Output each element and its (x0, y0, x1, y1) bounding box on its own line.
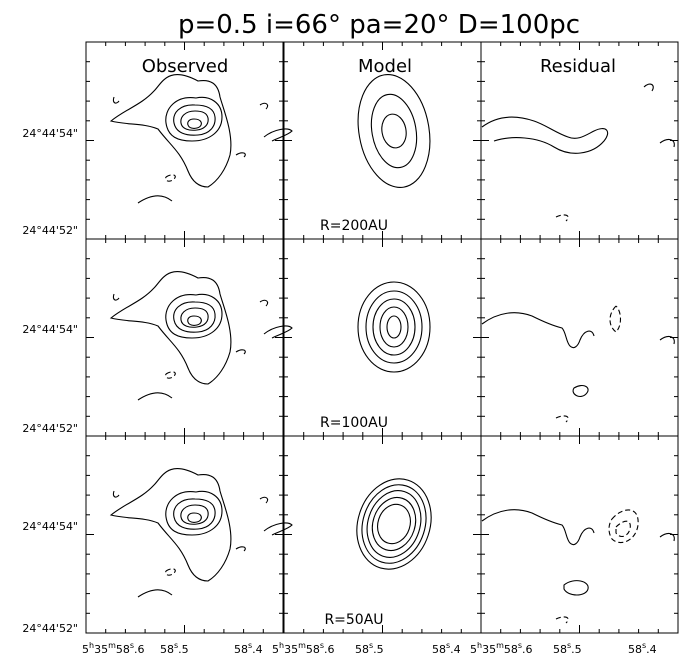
observed-contour-r1-2 (165, 96, 223, 142)
observed-contour-extra-r3-2 (259, 496, 269, 504)
residual-contour-r2-3 (659, 335, 675, 345)
observed-contour-extra-r1-5 (165, 174, 176, 182)
model-contour-r2-5 (386, 315, 402, 339)
observed-contour-r3-2 (165, 490, 223, 536)
contour-layer (109, 73, 675, 624)
observed-contour-r3-3 (173, 498, 216, 530)
panel-frame-r3-c3 (480, 435, 679, 634)
observed-contour-extra-r2-5 (165, 371, 176, 379)
model-contour-r3-4 (371, 496, 417, 552)
x-tick-label-col1-585: 58s.5 (160, 641, 189, 656)
y-tick-label-row2-52: 24°44'52" (22, 422, 78, 435)
observed-contour-extra-r2-1 (112, 293, 120, 301)
x-tick-label-col1-586: 5h35m58s.6 (82, 641, 145, 656)
observed-contour-extra-r1-2 (259, 102, 269, 110)
panel-frame-r3-c2 (283, 435, 482, 634)
residual-contour-r1-3 (659, 138, 675, 148)
x-tick-label-col3-586: 5h35m58s.6 (470, 641, 533, 656)
residual-contour-r3-4 (659, 532, 675, 542)
model-contour-r1-1 (357, 73, 431, 189)
model-contour-r1-2 (370, 93, 418, 169)
observed-contour-r3-4 (180, 504, 209, 525)
observed-contour-extra-r2-2 (259, 299, 269, 307)
residual-contour-r3-3 (615, 520, 631, 538)
observed-contour-extra-r2-3 (263, 325, 293, 339)
residual-contour-r3-1 (481, 509, 595, 546)
observed-contour-extra-r3-1 (112, 490, 120, 498)
model-contour-r2-3 (372, 298, 416, 356)
observed-contour-r3-1 (109, 468, 232, 582)
residual-contour-r3-2 (608, 509, 639, 543)
observed-contour-r2-3 (173, 301, 216, 333)
observed-contours-r3 (109, 468, 293, 598)
observed-contour-r2-5 (187, 315, 202, 326)
y-tick-label-row3-52: 24°44'52" (22, 622, 78, 635)
model-contours-r3 (356, 478, 432, 570)
observed-contour-extra-r3-4 (235, 546, 246, 552)
residual-contour-r2-2 (609, 305, 622, 333)
column-label-residual: Residual (540, 56, 616, 77)
observed-contour-extra-r2-4 (235, 349, 246, 355)
residual-contours-r1 (481, 83, 675, 222)
model-contour-r3-3 (366, 490, 422, 558)
x-tick-label-col3-584: 58s.4 (628, 641, 657, 656)
observed-contours-r1 (109, 74, 293, 204)
panel-frame-r2-c3 (480, 238, 679, 437)
model-contour-r2-1 (357, 281, 431, 373)
x-tick-label-col2-584: 58s.4 (432, 641, 461, 656)
model-radius-label-row3: R=50AU (324, 612, 383, 628)
residual-contours-r2 (481, 305, 675, 423)
observed-contour-extra-r1-4 (235, 152, 246, 158)
figure-title: p=0.5 i=66° pa=20° D=100pc (178, 10, 580, 40)
model-radius-label-row1: R=200AU (320, 218, 388, 234)
x-tick-label-col2-586: 5h35m58s.6 (272, 641, 335, 656)
residual-contours-r3 (481, 509, 675, 624)
residual-contour-r2-4 (572, 385, 589, 397)
residual-contour-r2-5 (555, 415, 569, 423)
observed-contour-extra-r2-6 (137, 392, 173, 401)
residual-contour-r1-4 (555, 214, 569, 222)
observed-contour-extra-r1-6 (137, 195, 173, 204)
axis-ticks (86, 42, 678, 633)
model-contours-r2 (357, 281, 431, 373)
model-contour-r2-2 (365, 290, 423, 364)
model-radius-label-row2: R=100AU (320, 415, 388, 431)
observed-contour-r3-5 (187, 512, 202, 523)
x-tick-label-col1-584: 58s.4 (234, 641, 263, 656)
model-contour-r3-2 (361, 484, 427, 564)
y-tick-label-row3-54: 24°44'54" (22, 520, 78, 533)
model-contours-r1 (357, 73, 431, 189)
model-contour-r3-1 (356, 478, 432, 570)
observed-contour-extra-r1-3 (263, 128, 293, 142)
y-tick-label-row2-54: 24°44'54" (22, 323, 78, 336)
residual-contour-r3-5 (563, 580, 589, 596)
observed-contour-extra-r3-5 (165, 568, 176, 576)
y-tick-label-row1-54: 24°44'54" (22, 127, 78, 140)
column-label-model: Model (358, 56, 412, 77)
model-contour-r2-4 (379, 306, 409, 348)
observed-contour-r1-3 (173, 104, 216, 136)
observed-contour-r1-1 (109, 74, 232, 188)
residual-contour-r2-1 (481, 312, 595, 349)
x-tick-label-col3-585: 58s.5 (553, 641, 582, 656)
observed-contour-r1-5 (187, 118, 202, 129)
column-label-observed: Observed (142, 56, 229, 77)
observed-contour-r1-4 (180, 110, 209, 131)
observed-contour-extra-r1-1 (112, 96, 120, 104)
observed-contour-r2-1 (109, 271, 232, 385)
observed-contours-r2 (109, 271, 293, 401)
model-contour-r3-5 (377, 503, 411, 545)
residual-contour-r1-2 (643, 83, 654, 92)
x-tick-label-col2-585: 58s.5 (355, 641, 384, 656)
observed-contour-extra-r3-3 (263, 522, 293, 536)
observed-contour-r2-4 (180, 307, 209, 328)
y-tick-label-row1-52: 24°44'52" (22, 224, 78, 237)
model-contour-r1-3 (381, 113, 407, 149)
residual-contour-r3-6 (555, 616, 569, 624)
residual-contour-r1-1 (481, 116, 609, 154)
observed-contour-r2-2 (165, 293, 223, 339)
observed-contour-extra-r3-6 (137, 589, 173, 598)
